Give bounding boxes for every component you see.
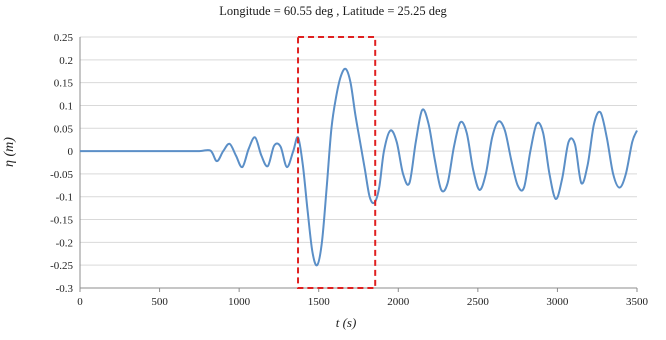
y-tick-label: 0.05 <box>54 123 74 135</box>
x-axis-label: t (s) <box>336 315 357 330</box>
x-tick-label: 500 <box>151 296 168 308</box>
x-tick-label: 3000 <box>546 296 569 308</box>
axes <box>79 37 638 292</box>
y-tick-label: 0.1 <box>59 100 73 112</box>
y-tick-label: -0.1 <box>56 192 73 204</box>
x-tick-label: 1500 <box>308 296 331 308</box>
y-tick-label: 0.15 <box>54 78 74 90</box>
y-tick-label: 0.2 <box>59 55 73 67</box>
series-line <box>80 67 638 267</box>
x-tick-label: 0 <box>77 296 83 308</box>
x-tick-label: 3500 <box>626 296 649 308</box>
y-tick-label: -0.15 <box>50 215 73 227</box>
x-tick-label: 1000 <box>228 296 251 308</box>
y-tick-label: -0.2 <box>56 237 73 249</box>
x-tick-label: 2000 <box>387 296 410 308</box>
y-axis-label: η (m) <box>2 137 17 167</box>
highlight-layer <box>297 36 377 289</box>
highlight-box <box>297 36 377 289</box>
y-tick-label: -0.25 <box>50 260 73 272</box>
chart-title: Longitude = 60.55 deg , Latitude = 25.25… <box>219 4 447 18</box>
y-tick-label: 0.25 <box>54 32 74 44</box>
x-tick-label: 2500 <box>467 296 490 308</box>
y-tick-label: -0.3 <box>56 283 74 295</box>
y-tick-label: 0 <box>68 146 74 158</box>
tick-labels: 0.25 0.2 0.15 0.1 0.05 0 -0.05 -0.1 -0.15 -0.2 -0.… <box>50 32 648 308</box>
y-tick-label: -0.05 <box>50 169 73 181</box>
grid-lines <box>80 36 637 289</box>
series-layer <box>80 67 638 267</box>
